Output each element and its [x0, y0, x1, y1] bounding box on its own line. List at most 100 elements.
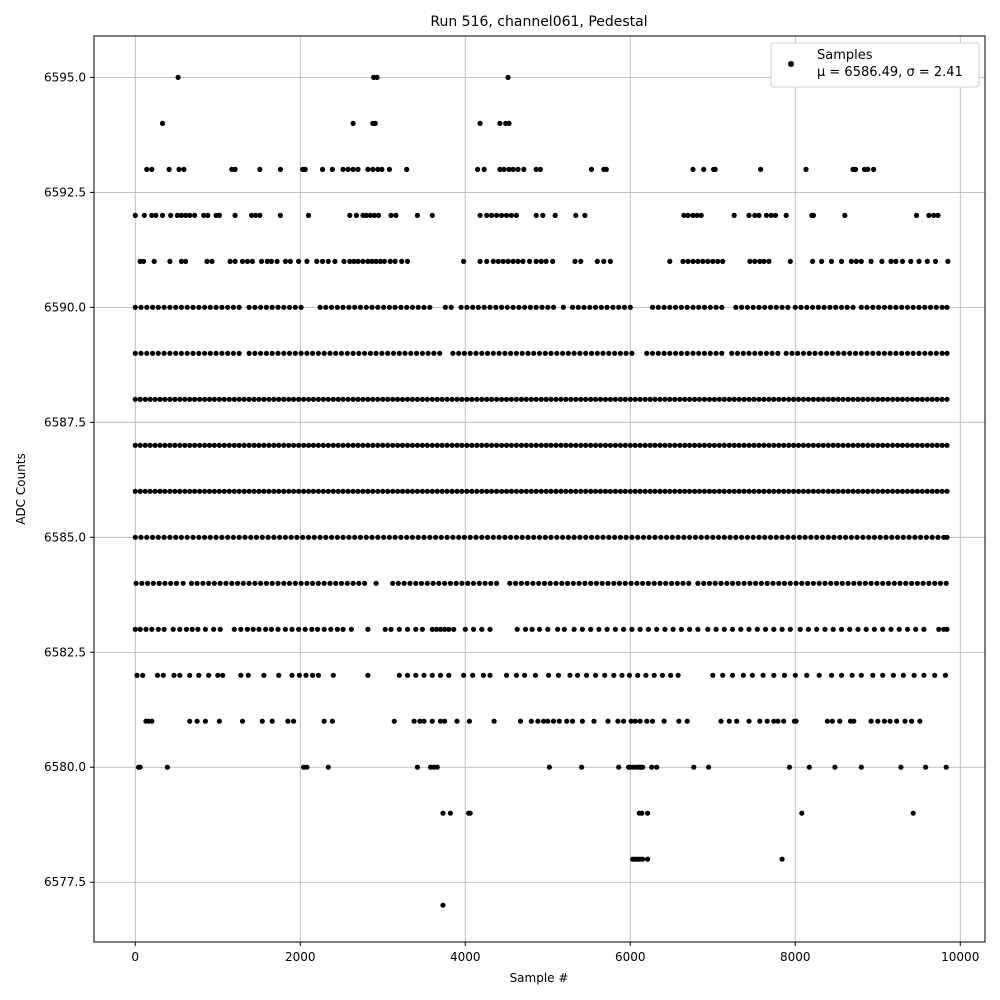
- data-point: [231, 626, 237, 632]
- data-point: [398, 304, 404, 310]
- data-point: [434, 764, 440, 770]
- data-point: [182, 442, 188, 448]
- data-point: [381, 304, 387, 310]
- data-point: [924, 442, 930, 448]
- data-point: [499, 442, 505, 448]
- data-point: [442, 718, 448, 724]
- data-point: [440, 902, 446, 908]
- data-point: [810, 396, 817, 402]
- data-point: [875, 396, 881, 402]
- data-point: [494, 212, 500, 218]
- data-point: [369, 304, 375, 310]
- data-point: [493, 304, 499, 310]
- data-point: [706, 442, 713, 448]
- data-point: [910, 350, 916, 356]
- data-point: [356, 350, 362, 356]
- data-point: [385, 396, 391, 402]
- data-point: [757, 718, 763, 724]
- data-point: [682, 488, 688, 494]
- data-point: [355, 488, 361, 494]
- data-point: [623, 534, 629, 540]
- data-point: [393, 212, 399, 218]
- data-point: [289, 672, 295, 678]
- data-point: [550, 258, 556, 264]
- data-point: [607, 442, 614, 448]
- data-point: [137, 396, 143, 402]
- data-point: [789, 350, 795, 356]
- data-point: [738, 626, 744, 632]
- data-point: [232, 212, 238, 218]
- data-point: [461, 534, 467, 540]
- data-point: [474, 396, 480, 402]
- data-point: [350, 166, 356, 172]
- data-point: [466, 718, 472, 724]
- data-point: [705, 626, 711, 632]
- data-point: [491, 718, 497, 724]
- data-point: [909, 442, 916, 448]
- data-point: [149, 626, 155, 632]
- data-point: [909, 718, 915, 724]
- data-point: [531, 534, 537, 540]
- data-point: [658, 534, 664, 540]
- data-point: [838, 258, 845, 264]
- data-point: [236, 396, 242, 402]
- data-point: [698, 534, 704, 540]
- data-point: [645, 580, 652, 586]
- data-point: [785, 304, 791, 310]
- data-point: [304, 258, 310, 264]
- data-point: [622, 396, 628, 402]
- data-point: [132, 626, 138, 632]
- data-point: [572, 258, 578, 264]
- data-point: [350, 120, 356, 126]
- data-point: [196, 350, 202, 356]
- data-point: [541, 580, 548, 586]
- data-point: [533, 258, 539, 264]
- data-point: [904, 304, 911, 310]
- data-point: [464, 396, 470, 402]
- data-point: [839, 580, 845, 586]
- data-point: [310, 580, 316, 586]
- data-point: [310, 396, 316, 402]
- data-point: [655, 304, 661, 310]
- data-point: [370, 166, 376, 172]
- data-point: [497, 166, 503, 172]
- data-point: [731, 396, 737, 402]
- data-point: [715, 258, 721, 264]
- data-point: [159, 212, 166, 218]
- data-point: [470, 580, 477, 586]
- data-point: [749, 672, 756, 678]
- data-point: [386, 304, 392, 310]
- data-point: [880, 442, 886, 448]
- data-point: [286, 442, 292, 448]
- data-point: [814, 626, 820, 632]
- data-point: [934, 396, 940, 402]
- data-point: [202, 626, 208, 632]
- data-point: [390, 488, 396, 494]
- data-point: [597, 396, 604, 402]
- data-point: [373, 258, 379, 264]
- grid-layer: [94, 36, 985, 942]
- data-point: [229, 580, 235, 586]
- data-point: [300, 534, 306, 540]
- data-point: [776, 442, 782, 448]
- data-point: [588, 534, 595, 540]
- data-point: [645, 810, 651, 816]
- data-point: [657, 580, 663, 586]
- data-point: [221, 396, 227, 402]
- data-point: [252, 580, 258, 586]
- data-point: [819, 534, 826, 540]
- data-point: [226, 396, 232, 402]
- data-point: [525, 534, 531, 540]
- data-point: [924, 258, 930, 264]
- data-point: [701, 580, 707, 586]
- data-point: [190, 304, 196, 310]
- data-point: [712, 166, 718, 172]
- data-point: [645, 626, 652, 632]
- data-point: [667, 396, 673, 402]
- data-point: [914, 396, 921, 402]
- data-point: [848, 258, 855, 264]
- data-point: [274, 258, 280, 264]
- data-point: [496, 350, 502, 356]
- data-point: [325, 396, 331, 402]
- data-point: [344, 580, 350, 586]
